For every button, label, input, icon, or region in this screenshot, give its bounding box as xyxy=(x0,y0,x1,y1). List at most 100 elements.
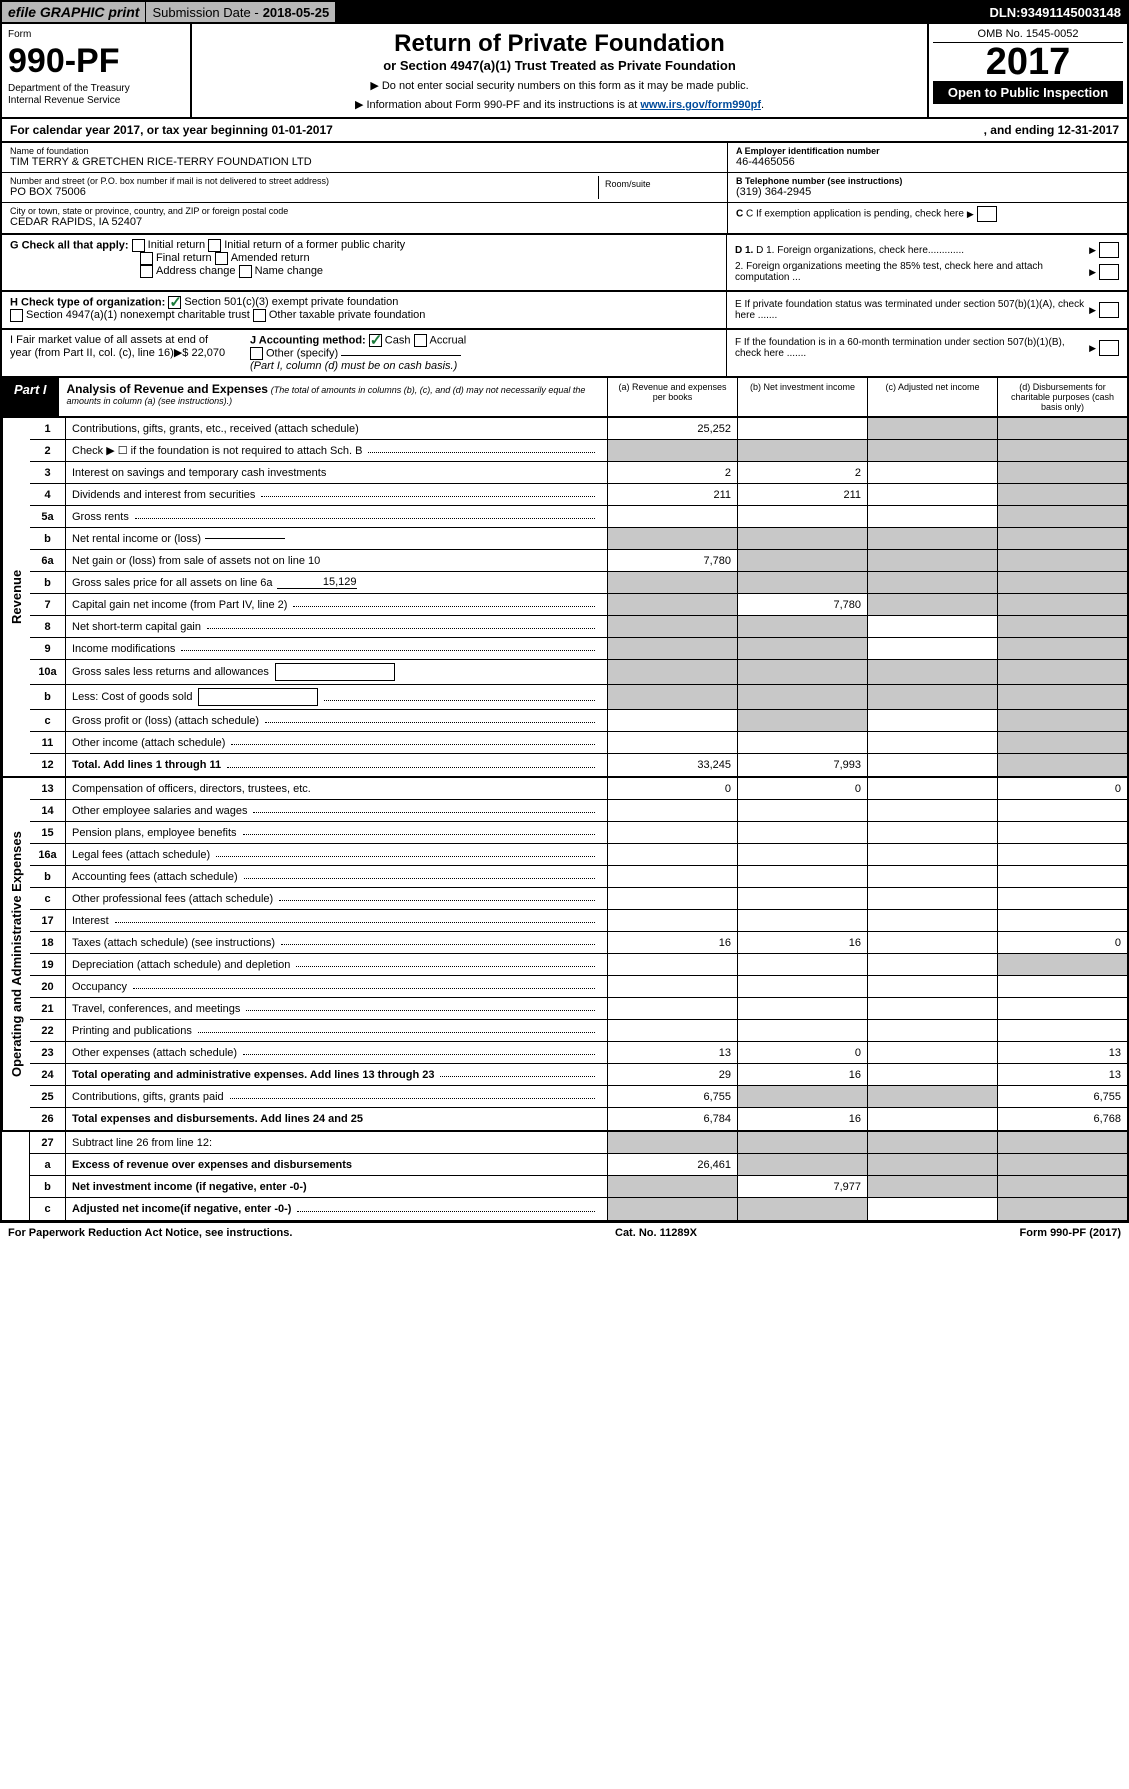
col-a-hdr: (a) Revenue and expenses per books xyxy=(607,378,737,416)
revenue-side-label: Revenue xyxy=(2,418,30,776)
row-11: 11 Other income (attach schedule) xyxy=(30,732,1127,754)
row-9: 9 Income modifications xyxy=(30,638,1127,660)
section-i-f: I Fair market value of all assets at end… xyxy=(0,330,1129,378)
row-6a: 6a Net gain or (loss) from sale of asset… xyxy=(30,550,1127,572)
row-b: b Accounting fees (attach schedule) xyxy=(30,866,1127,888)
foundation-name-row: Name of foundation TIM TERRY & GRETCHEN … xyxy=(2,143,727,173)
irs-link[interactable]: www.irs.gov/form990pf xyxy=(640,99,761,111)
revenue-grid: Revenue 1 Contributions, gifts, grants, … xyxy=(0,418,1129,778)
row-16a: 16a Legal fees (attach schedule) xyxy=(30,844,1127,866)
part1-label: Part I xyxy=(2,378,59,416)
cb-e[interactable] xyxy=(1099,302,1119,318)
row-17: 17 Interest xyxy=(30,910,1127,932)
col-c-hdr: (c) Adjusted net income xyxy=(867,378,997,416)
cb-4947[interactable] xyxy=(10,309,23,322)
cb-d1[interactable] xyxy=(1099,242,1119,258)
cb-f[interactable] xyxy=(1099,340,1119,356)
room-suite: Room/suite xyxy=(599,176,719,199)
row-8: 8 Net short-term capital gain xyxy=(30,616,1127,638)
tax-year: 2017 xyxy=(933,43,1123,81)
info-grid: Name of foundation TIM TERRY & GRETCHEN … xyxy=(0,143,1129,235)
exemption-row: C C If exemption application is pending,… xyxy=(728,203,1127,233)
row-5a: 5a Gross rents xyxy=(30,506,1127,528)
row-3: 3 Interest on savings and temporary cash… xyxy=(30,462,1127,484)
row-a: a Excess of revenue over expenses and di… xyxy=(30,1154,1127,1176)
row-27: 27 Subtract line 26 from line 12: xyxy=(30,1132,1127,1154)
row-22: 22 Printing and publications xyxy=(30,1020,1127,1042)
fmv: I Fair market value of all assets at end… xyxy=(10,334,230,372)
section-g-d: G Check all that apply: Initial return I… xyxy=(0,235,1129,292)
row-c: c Other professional fees (attach schedu… xyxy=(30,888,1127,910)
footer-center: Cat. No. 11289X xyxy=(292,1227,1019,1239)
row-1: 1 Contributions, gifts, grants, etc., re… xyxy=(30,418,1127,440)
row-b: b Gross sales price for all assets on li… xyxy=(30,572,1127,594)
cb-accrual[interactable] xyxy=(414,334,427,347)
cb-501c3[interactable] xyxy=(168,296,181,309)
cb-d2[interactable] xyxy=(1099,264,1119,280)
row-b: b Net investment income (if negative, en… xyxy=(30,1176,1127,1198)
address-row: Number and street (or P.O. box number if… xyxy=(2,173,727,203)
row-10a: 10a Gross sales less returns and allowan… xyxy=(30,660,1127,685)
form-header: Form 990-PF Department of the Treasury I… xyxy=(0,24,1129,119)
city-row: City or town, state or province, country… xyxy=(2,203,727,233)
note2: ▶ Information about Form 990-PF and its … xyxy=(198,98,921,111)
efile-label: efile GRAPHIC print xyxy=(2,2,146,22)
ein-row: A Employer identification number 46-4465… xyxy=(728,143,1127,173)
form-label: Form xyxy=(8,29,31,40)
cb-other-method[interactable] xyxy=(250,347,263,360)
row-c: c Adjusted net income(if negative, enter… xyxy=(30,1198,1127,1220)
row-25: 25 Contributions, gifts, grants paid 6,7… xyxy=(30,1086,1127,1108)
row-21: 21 Travel, conferences, and meetings xyxy=(30,998,1127,1020)
summary-grid: 27 Subtract line 26 from line 12: a Exce… xyxy=(0,1132,1129,1222)
col-d-hdr: (d) Disbursements for charitable purpose… xyxy=(997,378,1127,416)
row-7: 7 Capital gain net income (from Part IV,… xyxy=(30,594,1127,616)
cb-other-tax[interactable] xyxy=(253,309,266,322)
submission-date: Submission Date - 2018-05-25 xyxy=(146,2,336,22)
form-center: Return of Private Foundation or Section … xyxy=(192,24,927,117)
row-19: 19 Depreciation (attach schedule) and de… xyxy=(30,954,1127,976)
part1-header: Part I Analysis of Revenue and Expenses … xyxy=(0,378,1129,418)
row-18: 18 Taxes (attach schedule) (see instruct… xyxy=(30,932,1127,954)
row-24: 24 Total operating and administrative ex… xyxy=(30,1064,1127,1086)
col-b-hdr: (b) Net investment income xyxy=(737,378,867,416)
form-right: OMB No. 1545-0052 2017 Open to Public In… xyxy=(927,24,1127,117)
part1-title: Analysis of Revenue and Expenses (The to… xyxy=(59,378,607,416)
checkbox-c[interactable] xyxy=(977,206,997,222)
cb-initial-former[interactable] xyxy=(208,239,221,252)
cb-final[interactable] xyxy=(140,252,153,265)
section-h-e: H Check type of organization: Section 50… xyxy=(0,292,1129,330)
row-15: 15 Pension plans, employee benefits xyxy=(30,822,1127,844)
cb-name[interactable] xyxy=(239,265,252,278)
row-2: 2 Check ▶ ☐ if the foundation is not req… xyxy=(30,440,1127,462)
row-23: 23 Other expenses (attach schedule) 13 0… xyxy=(30,1042,1127,1064)
dept: Department of the Treasury xyxy=(8,83,130,94)
row-14: 14 Other employee salaries and wages xyxy=(30,800,1127,822)
irs: Internal Revenue Service xyxy=(8,95,120,106)
dln: DLN: 93491145003148 xyxy=(336,2,1127,22)
calendar-year: For calendar year 2017, or tax year begi… xyxy=(0,119,1129,143)
phone-row: B Telephone number (see instructions) (3… xyxy=(728,173,1127,203)
form-title: Return of Private Foundation xyxy=(198,30,921,58)
footer-left: For Paperwork Reduction Act Notice, see … xyxy=(8,1227,292,1239)
note1: ▶ Do not enter social security numbers o… xyxy=(198,79,921,92)
cb-cash[interactable] xyxy=(369,334,382,347)
header-bar: efile GRAPHIC print Submission Date - 20… xyxy=(0,0,1129,24)
row-c: c Gross profit or (loss) (attach schedul… xyxy=(30,710,1127,732)
row-13: 13 Compensation of officers, directors, … xyxy=(30,778,1127,800)
open-inspection: Open to Public Inspection xyxy=(933,81,1123,104)
footer: For Paperwork Reduction Act Notice, see … xyxy=(0,1222,1129,1243)
row-b: b Less: Cost of goods sold xyxy=(30,685,1127,710)
row-b: b Net rental income or (loss) xyxy=(30,528,1127,550)
row-12: 12 Total. Add lines 1 through 11 33,245 … xyxy=(30,754,1127,776)
expenses-grid: Operating and Administrative Expenses 13… xyxy=(0,778,1129,1132)
cb-address[interactable] xyxy=(140,265,153,278)
row-20: 20 Occupancy xyxy=(30,976,1127,998)
expenses-side-label: Operating and Administrative Expenses xyxy=(2,778,30,1130)
cb-amended[interactable] xyxy=(215,252,228,265)
form-left: Form 990-PF Department of the Treasury I… xyxy=(2,24,192,117)
footer-right: Form 990-PF (2017) xyxy=(1020,1227,1122,1239)
row-4: 4 Dividends and interest from securities… xyxy=(30,484,1127,506)
cb-initial[interactable] xyxy=(132,239,145,252)
form-number: 990-PF xyxy=(8,44,184,78)
form-subtitle: or Section 4947(a)(1) Trust Treated as P… xyxy=(198,58,921,73)
